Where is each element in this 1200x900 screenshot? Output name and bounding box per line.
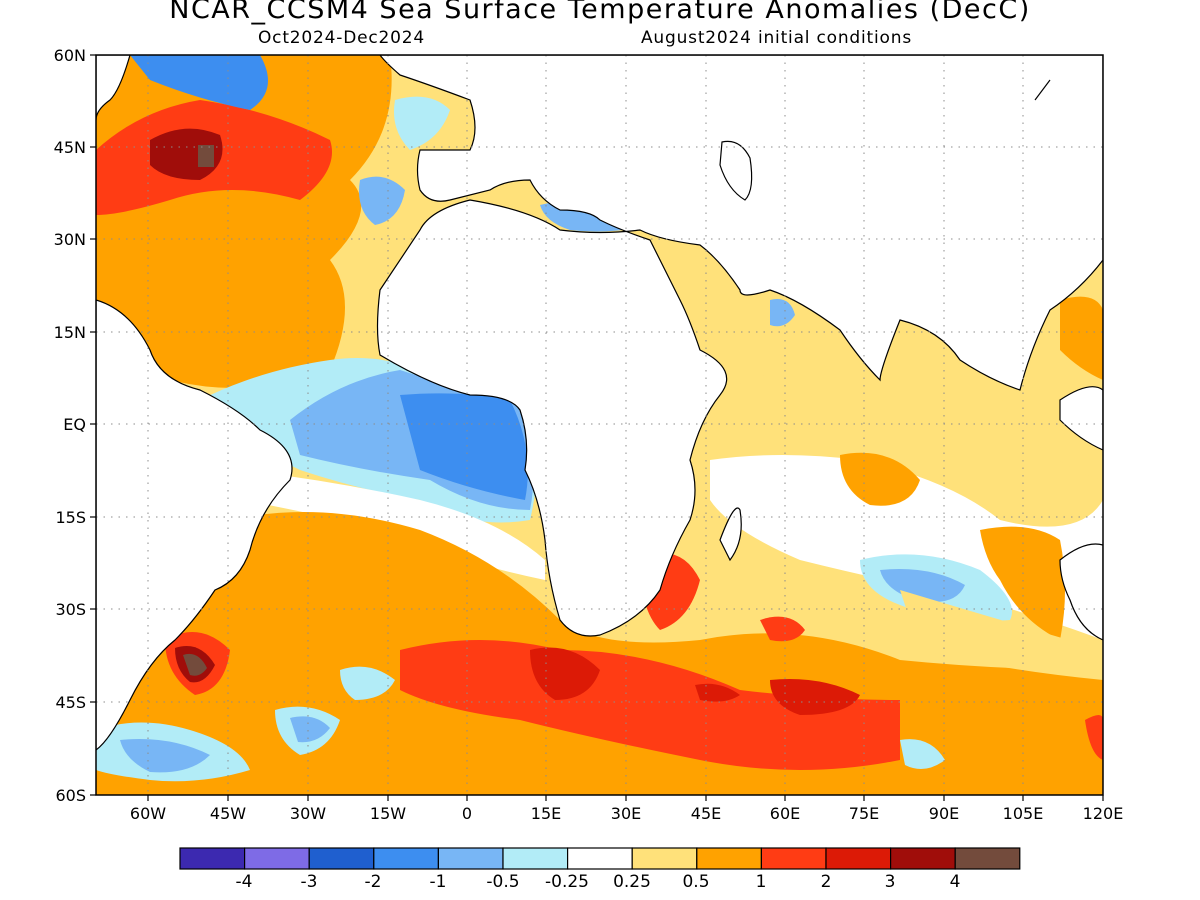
colorbar-label: -1 <box>430 872 447 892</box>
lon-tick-label: 15W <box>370 804 406 823</box>
colorbar: -4 -3 -2 -1 -0.5 -0.25 0.25 0.5 1 2 3 4 <box>179 847 1021 892</box>
lon-tick-label: 45E <box>691 804 721 823</box>
colorbar-swatch <box>502 847 569 870</box>
lon-tick-label: 0 <box>462 804 472 823</box>
colorbar-swatch <box>760 847 827 870</box>
lon-tick-label: 60W <box>130 804 166 823</box>
initial-conditions: August2024 initial conditions <box>641 28 912 48</box>
colorbar-swatch <box>889 847 956 870</box>
lat-tick-label: EQ <box>63 415 86 434</box>
lon-tick-label: 30W <box>290 804 326 823</box>
lat-tick-marks <box>90 54 96 796</box>
colorbar-swatch <box>373 847 439 870</box>
colorbar-label: -0.25 <box>545 872 589 892</box>
land-masses <box>96 55 1103 751</box>
colorbar-swatch <box>954 847 1021 870</box>
colorbar-label: -0.5 <box>486 872 519 892</box>
colorbar-labels: -4 -3 -2 -1 -0.5 -0.25 0.25 0.5 1 2 3 4 <box>236 872 961 892</box>
lat-tick-label: 15N <box>54 323 86 342</box>
map-frame <box>95 54 1104 796</box>
colorbar-swatch <box>437 847 504 870</box>
lon-tick-label: 15E <box>531 804 561 823</box>
lat-tick-label: 30S <box>55 600 86 619</box>
colorbar-swatch <box>179 847 246 870</box>
lat-tick-label: 45N <box>54 138 86 157</box>
lon-tick-labels: 60W 45W 30W 15W 0 15E 30E 45E 60E 75E 90… <box>130 804 1123 823</box>
colorbar-swatch <box>631 847 698 870</box>
colorbar-swatches <box>179 847 1021 870</box>
lon-tick-label: 45W <box>210 804 246 823</box>
lat-tick-label: 45S <box>55 693 86 712</box>
colorbar-label: 2 <box>821 872 832 892</box>
colorbar-label: -3 <box>301 872 318 892</box>
colorbar-swatch <box>244 847 310 870</box>
colorbar-label: 1 <box>756 872 767 892</box>
colorbar-label: 4 <box>950 872 961 892</box>
lon-tick-label: 60E <box>770 804 800 823</box>
colorbar-label: 0.25 <box>613 872 651 892</box>
forecast-period: Oct2024-Dec2024 <box>258 28 425 48</box>
colorbar-swatch <box>825 847 892 870</box>
graticule <box>96 55 1103 795</box>
colorbar-label: 0.5 <box>682 872 709 892</box>
colorbar-swatch <box>696 847 762 870</box>
map-title: NCAR_CCSM4 Sea Surface Temperature Anoma… <box>169 0 1031 25</box>
lat-tick-label: 30N <box>54 230 86 249</box>
colorbar-label: -2 <box>365 872 382 892</box>
lat-tick-label: 60N <box>54 46 86 65</box>
colorbar-swatch <box>566 847 633 870</box>
colorbar-label: 3 <box>885 872 896 892</box>
lat-tick-label: 15S <box>55 508 86 527</box>
lon-tick-label: 30E <box>611 804 641 823</box>
colorbar-swatch <box>308 847 375 870</box>
colorbar-label: -4 <box>236 872 253 892</box>
lon-tick-label: 120E <box>1083 804 1124 823</box>
lon-tick-label: 90E <box>929 804 959 823</box>
lon-tick-marks <box>147 795 1104 801</box>
lon-tick-label: 105E <box>1003 804 1044 823</box>
lat-tick-labels: 60N 45N 30N 15N EQ 15S 30S 45S 60S <box>54 46 86 805</box>
lat-tick-label: 60S <box>55 786 86 805</box>
lon-tick-label: 75E <box>849 804 879 823</box>
